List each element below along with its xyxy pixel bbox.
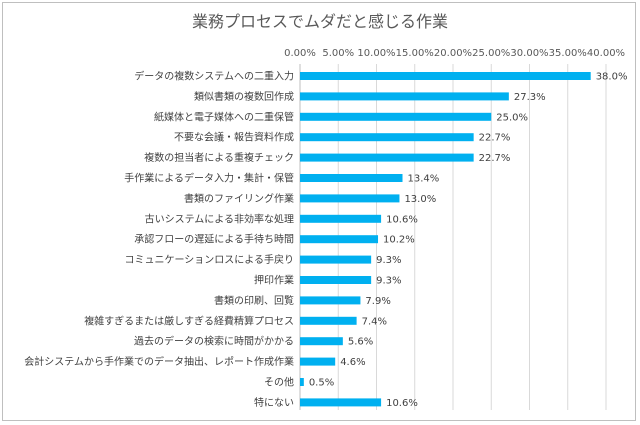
data-label: 27.3% bbox=[514, 92, 546, 103]
bar bbox=[300, 378, 304, 386]
category-label: その他 bbox=[264, 376, 294, 389]
category-label: データの複数システムへの二重入力 bbox=[134, 70, 294, 83]
category-label: 押印作業 bbox=[254, 274, 294, 287]
bar bbox=[300, 357, 336, 366]
bar bbox=[300, 235, 379, 244]
data-label: 25.0% bbox=[496, 112, 528, 123]
category-label: 承認フローの遅延による手待ち時間 bbox=[134, 233, 294, 246]
category-label: 紙媒体と電子媒体への二重保管 bbox=[154, 110, 294, 123]
bar bbox=[300, 72, 591, 80]
category-label: 会計システムから手作業でのデータ抽出、レポート作成作業 bbox=[24, 355, 294, 368]
chart-title: 業務プロセスでムダだと感じる作業 bbox=[191, 12, 448, 31]
bar bbox=[300, 214, 382, 223]
category-label: 複数の担当者による重複チェック bbox=[144, 151, 294, 164]
x-tick-label: 40.00% bbox=[587, 48, 625, 59]
category-label: 手作業によるデータ入力・集計・保管 bbox=[124, 172, 294, 185]
x-tick-label: 0.00% bbox=[284, 48, 316, 59]
category-label: 書類の印刷、回覧 bbox=[214, 294, 294, 307]
x-tick-label: 30.00% bbox=[510, 48, 548, 59]
x-tick-label: 25.00% bbox=[472, 48, 510, 59]
data-label: 4.6% bbox=[340, 357, 365, 368]
bar bbox=[300, 398, 382, 407]
chart-frame bbox=[2, 2, 636, 421]
x-tick-label: 10.00% bbox=[357, 48, 395, 59]
bar bbox=[300, 153, 474, 162]
category-label: 過去のデータの検索に時間がかかる bbox=[134, 335, 294, 348]
category-label: 特にない bbox=[254, 397, 294, 409]
data-label: 9.3% bbox=[376, 276, 401, 287]
category-label: コミュニケーションロスによる手戻り bbox=[125, 253, 295, 266]
x-tick-label: 20.00% bbox=[434, 48, 472, 59]
bar bbox=[300, 296, 361, 305]
bar bbox=[300, 112, 492, 121]
data-label: 10.2% bbox=[383, 235, 415, 246]
data-label: 0.5% bbox=[309, 378, 334, 389]
data-label: 7.9% bbox=[365, 296, 390, 307]
data-label: 10.6% bbox=[386, 214, 418, 225]
data-label: 5.6% bbox=[348, 337, 373, 348]
bar bbox=[300, 276, 372, 284]
category-label: 書類のファイリング作業 bbox=[184, 192, 294, 205]
bar bbox=[300, 92, 509, 101]
data-label: 38.0% bbox=[596, 72, 628, 83]
data-label: 10.6% bbox=[386, 398, 418, 409]
bar bbox=[300, 194, 400, 203]
data-label: 7.4% bbox=[362, 316, 387, 327]
bar bbox=[300, 133, 474, 142]
x-tick-label: 35.00% bbox=[549, 48, 587, 59]
data-label: 9.3% bbox=[376, 255, 401, 266]
bar bbox=[300, 255, 372, 264]
x-tick-label: 15.00% bbox=[396, 48, 434, 59]
data-label: 13.0% bbox=[404, 194, 436, 205]
data-label: 13.4% bbox=[408, 174, 440, 185]
data-label: 22.7% bbox=[479, 153, 511, 164]
category-label: 複雑すぎるまたは厳しすぎる経費精算プロセス bbox=[84, 314, 294, 327]
x-tick-label: 5.00% bbox=[322, 48, 354, 59]
category-label: 古いシステムによる非効率な処理 bbox=[145, 212, 294, 225]
category-label: 類似書類の複数回作成 bbox=[194, 90, 294, 103]
bar bbox=[300, 337, 343, 346]
bar bbox=[300, 316, 357, 325]
bar bbox=[300, 174, 403, 182]
data-label: 22.7% bbox=[479, 133, 511, 144]
category-label: 不要な会議・報告資料作成 bbox=[174, 131, 294, 144]
